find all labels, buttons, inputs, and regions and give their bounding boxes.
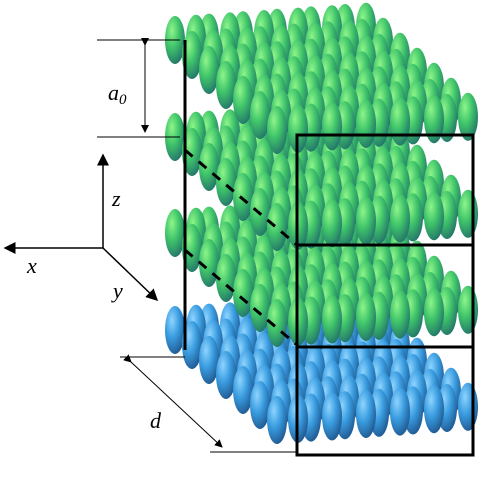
ellipsoid [216, 61, 236, 109]
ellipsoid [165, 209, 185, 257]
depth-edge [184, 248, 298, 347]
ellipsoid [199, 143, 219, 191]
ellipsoid [233, 366, 253, 414]
ellipsoid [250, 381, 270, 429]
ellipsoid [356, 293, 376, 341]
ellipsoid [182, 224, 202, 272]
ellipsoid [322, 295, 342, 344]
frame [183, 40, 475, 457]
ellipsoid-layers [165, 2, 478, 444]
annotations [3, 38, 297, 453]
ellipsoid [390, 387, 410, 436]
front-box [295, 133, 475, 457]
spacing-label: a0 [108, 80, 127, 108]
ellipsoid [356, 197, 376, 245]
depth-edge [184, 148, 298, 247]
ellipsoid [356, 100, 376, 148]
ellipsoid [250, 284, 270, 332]
ellipsoid [356, 390, 376, 438]
ellipsoid [267, 299, 287, 347]
ellipsoid [165, 306, 185, 354]
ellipsoid [458, 189, 478, 238]
ellipsoid [390, 290, 410, 339]
ellipsoid [199, 336, 219, 384]
x-axis-label: x [26, 253, 37, 278]
ellipsoid [390, 194, 410, 243]
ellipsoid [182, 128, 202, 176]
spacing-symbol: a [108, 80, 119, 105]
ellipsoid [233, 76, 253, 124]
ellipsoid [250, 91, 270, 139]
ellipsoid [322, 199, 342, 248]
ellipsoid [199, 46, 219, 94]
z-axis-label: z [111, 186, 121, 211]
ellipsoid [322, 102, 342, 151]
depth-arrow [123, 354, 223, 448]
ellipsoid [216, 158, 236, 206]
ellipsoid [458, 285, 478, 334]
ellipsoid [233, 173, 253, 221]
ellipsoid [233, 269, 253, 317]
ellipsoid [424, 288, 444, 337]
depth-label: d [150, 408, 162, 433]
ellipsoid [267, 203, 287, 251]
ellipsoid [322, 392, 342, 441]
ellipsoid [267, 396, 287, 444]
ellipsoid [288, 104, 308, 153]
ellipsoid [458, 92, 478, 141]
ellipsoid [267, 106, 287, 154]
ellipsoid [458, 382, 478, 431]
y-axis [102, 247, 159, 302]
y-axis-label: y [111, 278, 123, 303]
ellipsoid [424, 192, 444, 241]
spacing-subscript: 0 [119, 92, 127, 108]
ellipsoid [216, 351, 236, 399]
ellipsoid [424, 95, 444, 144]
ellipsoid [390, 97, 410, 146]
ellipsoid [182, 31, 202, 79]
ellipsoid [424, 385, 444, 434]
